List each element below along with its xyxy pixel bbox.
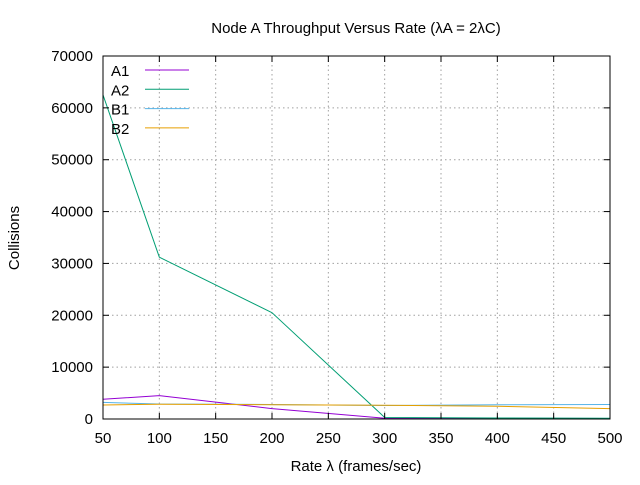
- y-tick-label: 30000: [51, 255, 93, 272]
- x-tick-label: 150: [203, 430, 228, 447]
- y-tick-label: 60000: [51, 100, 93, 117]
- y-tick-label: 50000: [51, 152, 93, 169]
- y-axis-label: Collisions: [6, 206, 23, 270]
- x-tick-label: 250: [316, 430, 341, 447]
- legend-label-a2: A2: [111, 82, 129, 99]
- chart-title: Node A Throughput Versus Rate (λA = 2λC): [211, 20, 500, 37]
- legend-label-b1: B1: [111, 102, 129, 119]
- y-tick-label: 10000: [51, 359, 93, 376]
- x-tick-label: 350: [428, 430, 453, 447]
- x-axis-label: Rate λ (frames/sec): [291, 458, 422, 475]
- series-line-a2: [102, 94, 611, 419]
- x-tick-label: 450: [541, 430, 566, 447]
- series-line-b2: [102, 403, 611, 410]
- x-tick-label: 200: [259, 430, 284, 447]
- y-tick-label: 20000: [51, 307, 93, 324]
- grid: [103, 56, 610, 419]
- plot-frame: [102, 55, 611, 420]
- axis-ticks: 50 100 150 200 250 300 350 400 450 500 0 10000 20000…: [51, 48, 622, 447]
- legend-label-a1: A1: [111, 63, 129, 80]
- x-tick-label: 500: [597, 430, 622, 447]
- x-tick-label: 400: [485, 430, 510, 447]
- x-tick-label: 300: [372, 430, 397, 447]
- x-tick-label: 50: [95, 430, 112, 447]
- y-tick-label: 0: [85, 411, 93, 428]
- x-tick-label: 100: [147, 430, 172, 447]
- legend-label-b2: B2: [111, 121, 129, 138]
- y-tick-label: 40000: [51, 204, 93, 221]
- y-tick-label: 70000: [51, 48, 93, 65]
- legend: A1 A2 B1 B2: [111, 63, 189, 138]
